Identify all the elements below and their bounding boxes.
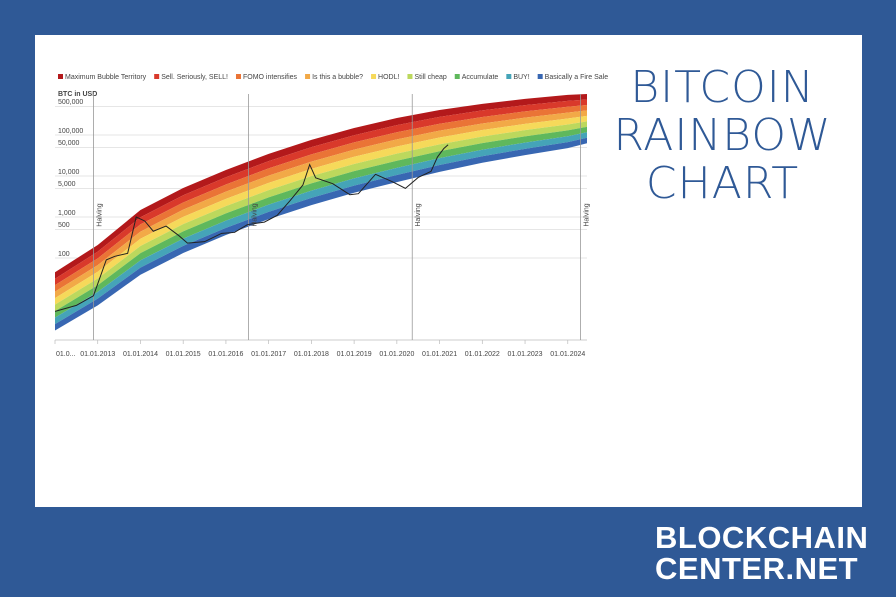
halving-label: Halving	[415, 203, 422, 226]
y-tick-label: 100,000	[58, 128, 83, 135]
plot	[55, 94, 587, 340]
x-tick-label: 01.01.2017	[251, 351, 286, 358]
halving-label: Halving	[583, 203, 590, 226]
y-tick-label: 1,000	[58, 210, 76, 217]
legend-label: Basically a Fire Sale	[545, 74, 609, 81]
y-tick-label: 50,000	[58, 140, 80, 147]
legend-label: BUY!	[513, 74, 529, 81]
legend-swatch	[305, 74, 311, 79]
legend-swatch	[454, 74, 460, 79]
brand: BLOCKCHAIN CENTER.NET	[655, 522, 868, 584]
x-tick-label: 01.01.2024	[550, 351, 585, 358]
x-tick-label: 01.01.2014	[123, 351, 158, 358]
y-tick-label: 5,000	[58, 181, 76, 188]
x-tick-label: 01.01.2016	[208, 351, 243, 358]
legend-swatch	[506, 74, 512, 79]
x-tick-label: 01.01.2018	[294, 351, 329, 358]
x-tick-label: 01.01.2015	[166, 351, 201, 358]
y-tick-label: 10,000	[58, 169, 80, 176]
price-line	[55, 144, 449, 312]
brand-line: CENTER.NET	[655, 551, 859, 586]
legend-label: FOMO intensifies	[243, 74, 298, 81]
y-tick-label: 500,000	[58, 99, 83, 106]
legend-swatch	[371, 74, 377, 79]
legend-label: HODL!	[378, 74, 399, 81]
y-tick-label: 100	[58, 251, 70, 258]
legend-swatch	[407, 74, 413, 79]
legend-swatch	[58, 74, 63, 79]
legend-label: Sell. Seriously, SELL!	[161, 74, 228, 81]
x-tick-label: 01.01.2013	[80, 351, 115, 358]
legend-label: Still cheap	[414, 74, 446, 81]
halving-label: Halving	[251, 203, 258, 226]
page-title: BITCOIN RAINBOW CHART	[613, 62, 832, 209]
legend-label: Is this a bubble?	[312, 74, 363, 81]
x-tick-label: 01.01.2019	[337, 351, 372, 358]
x-tick-label: 01.01.2023	[508, 351, 543, 358]
y-axis-label: BTC in USD	[58, 91, 97, 98]
legend-label: Maximum Bubble Territory	[65, 74, 147, 81]
x-tick-label: 01.01.2021	[422, 351, 457, 358]
y-tick-label: 500	[58, 222, 70, 229]
x-tick-label: 01.01.2022	[465, 351, 500, 358]
halving-label: Halving	[96, 203, 103, 226]
x-tick-label: 01.0...	[56, 351, 76, 358]
legend-swatch	[235, 74, 241, 79]
legend-swatch	[154, 74, 160, 79]
legend-label: Accumulate	[462, 74, 499, 81]
brand-line: BLOCKCHAIN	[655, 520, 869, 555]
legend-swatch	[537, 74, 543, 79]
x-tick-label: 01.01.2020	[379, 351, 414, 358]
